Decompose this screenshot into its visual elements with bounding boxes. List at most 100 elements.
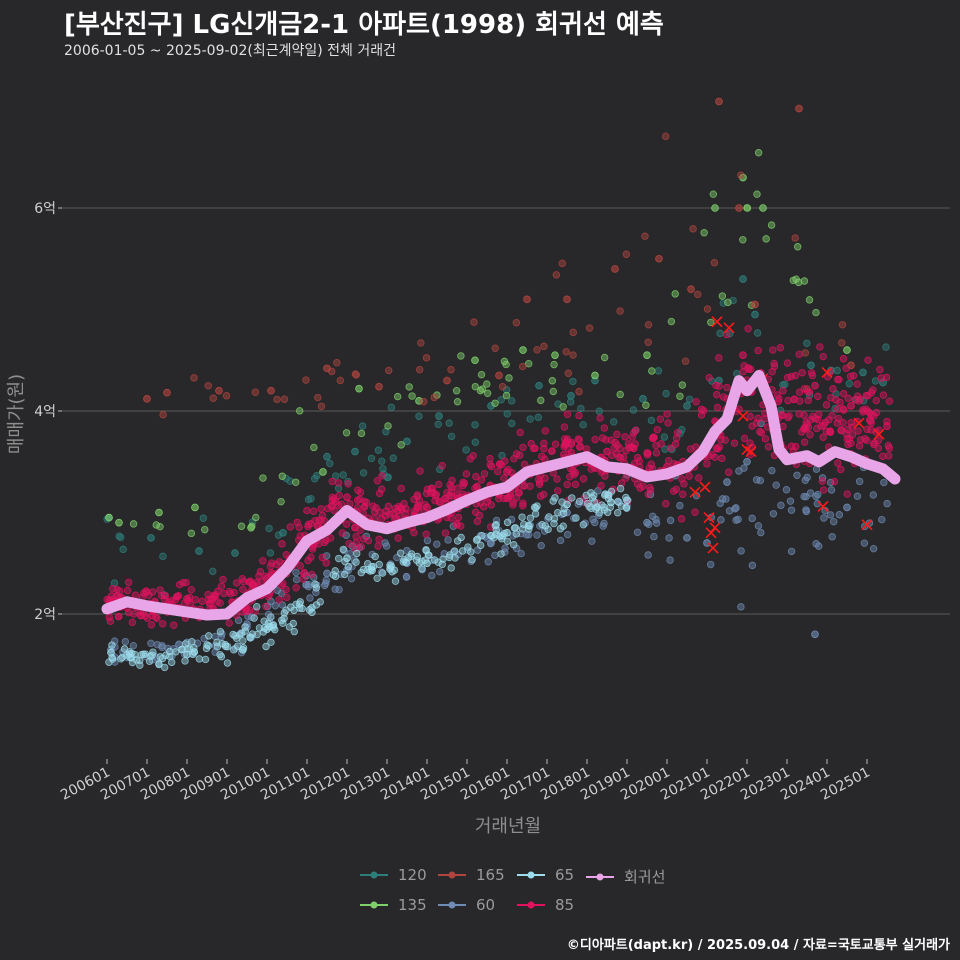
legend-item-135[interactable]: 135 <box>360 896 427 914</box>
data-point-60 <box>803 473 811 482</box>
data-point-65 <box>423 559 431 568</box>
data-point-65 <box>267 613 275 621</box>
data-point-60 <box>665 534 673 542</box>
data-point-85 <box>876 365 884 374</box>
data-point-85 <box>667 444 675 452</box>
data-point-85 <box>796 397 804 405</box>
data-point-60 <box>786 497 795 505</box>
data-point-85 <box>717 435 725 444</box>
data-point-65 <box>181 657 189 665</box>
data-point-85 <box>807 369 816 377</box>
data-point-85 <box>299 575 307 583</box>
data-point-65 <box>108 641 116 649</box>
legend-label: 85 <box>555 896 575 914</box>
data-point-135 <box>295 407 304 415</box>
data-point-85 <box>307 570 316 579</box>
legend-item-regression[interactable]: 회귀선 <box>586 866 665 887</box>
data-point-165 <box>190 374 198 382</box>
data-point-85 <box>286 523 295 531</box>
data-point-85 <box>204 590 212 599</box>
data-point-85 <box>770 362 779 371</box>
data-point-165 <box>655 254 663 263</box>
data-point-65 <box>178 645 186 654</box>
data-point-85 <box>225 587 234 596</box>
data-point-85 <box>438 462 446 470</box>
data-point-135 <box>759 204 767 212</box>
data-point-120 <box>359 469 368 477</box>
data-point-65 <box>343 554 351 562</box>
data-point-60 <box>787 506 796 514</box>
cancel-mark <box>699 481 711 493</box>
data-point-60 <box>589 515 597 524</box>
data-point-85 <box>679 490 687 498</box>
data-point-60 <box>826 511 835 519</box>
data-point-85 <box>480 470 489 478</box>
data-point-85 <box>770 359 778 368</box>
data-point-60 <box>737 547 745 555</box>
data-point-85 <box>800 385 808 393</box>
data-point-135 <box>767 221 776 229</box>
data-point-65 <box>311 580 319 588</box>
data-point-85 <box>308 545 317 553</box>
data-point-85 <box>500 474 508 482</box>
data-point-60 <box>793 471 801 479</box>
data-point-120 <box>579 421 587 429</box>
data-point-60 <box>570 514 578 522</box>
data-point-60 <box>501 548 509 556</box>
data-point-85 <box>539 490 548 499</box>
data-point-120 <box>781 380 789 389</box>
data-point-85 <box>839 389 848 398</box>
data-point-65 <box>531 510 540 518</box>
data-point-85 <box>323 504 332 513</box>
legend-item-65[interactable]: 65 <box>517 866 574 884</box>
data-point-65 <box>231 632 239 640</box>
data-point-65 <box>396 549 405 557</box>
data-point-135 <box>152 521 160 529</box>
data-point-85 <box>255 572 263 580</box>
data-point-85 <box>351 523 359 531</box>
data-point-135 <box>342 429 351 437</box>
data-point-65 <box>616 484 625 493</box>
data-point-85 <box>829 385 837 393</box>
data-point-85 <box>317 505 325 513</box>
data-point-65 <box>457 533 465 542</box>
data-point-165 <box>417 339 425 347</box>
legend-item-85[interactable]: 85 <box>517 896 574 914</box>
cancelled-marks <box>689 316 885 554</box>
data-point-85 <box>800 438 809 446</box>
cancel-stroke <box>723 322 735 334</box>
data-point-85 <box>882 373 891 382</box>
data-point-65 <box>352 558 360 566</box>
data-point-120 <box>487 402 495 410</box>
data-point-60 <box>820 514 828 522</box>
data-point-85 <box>619 453 628 461</box>
data-point-135 <box>252 513 260 522</box>
data-point-85 <box>566 473 574 481</box>
data-point-85 <box>842 364 850 373</box>
data-point-65 <box>250 614 258 622</box>
data-point-85 <box>817 422 825 431</box>
data-point-65 <box>158 654 167 663</box>
legend-item-120[interactable]: 120 <box>360 866 427 884</box>
data-point-85 <box>825 416 833 424</box>
data-point-65 <box>149 648 157 656</box>
data-point-60 <box>402 573 411 581</box>
data-point-60 <box>633 528 642 537</box>
data-point-120 <box>676 429 684 437</box>
data-point-85 <box>703 460 711 468</box>
data-point-85 <box>219 575 227 584</box>
data-point-85 <box>855 442 864 450</box>
data-point-165 <box>801 349 809 357</box>
data-point-60 <box>158 643 166 652</box>
data-point-120 <box>647 416 656 425</box>
data-point-60 <box>501 544 509 552</box>
data-point-65 <box>549 497 557 505</box>
data-point-85 <box>283 593 291 602</box>
data-point-85 <box>664 419 672 427</box>
data-point-65 <box>282 606 290 614</box>
data-point-65 <box>575 497 584 506</box>
data-point-85 <box>410 507 418 515</box>
data-point-85 <box>115 612 123 621</box>
legend-item-165[interactable]: 165 <box>438 866 505 884</box>
legend-item-60[interactable]: 60 <box>438 896 495 914</box>
